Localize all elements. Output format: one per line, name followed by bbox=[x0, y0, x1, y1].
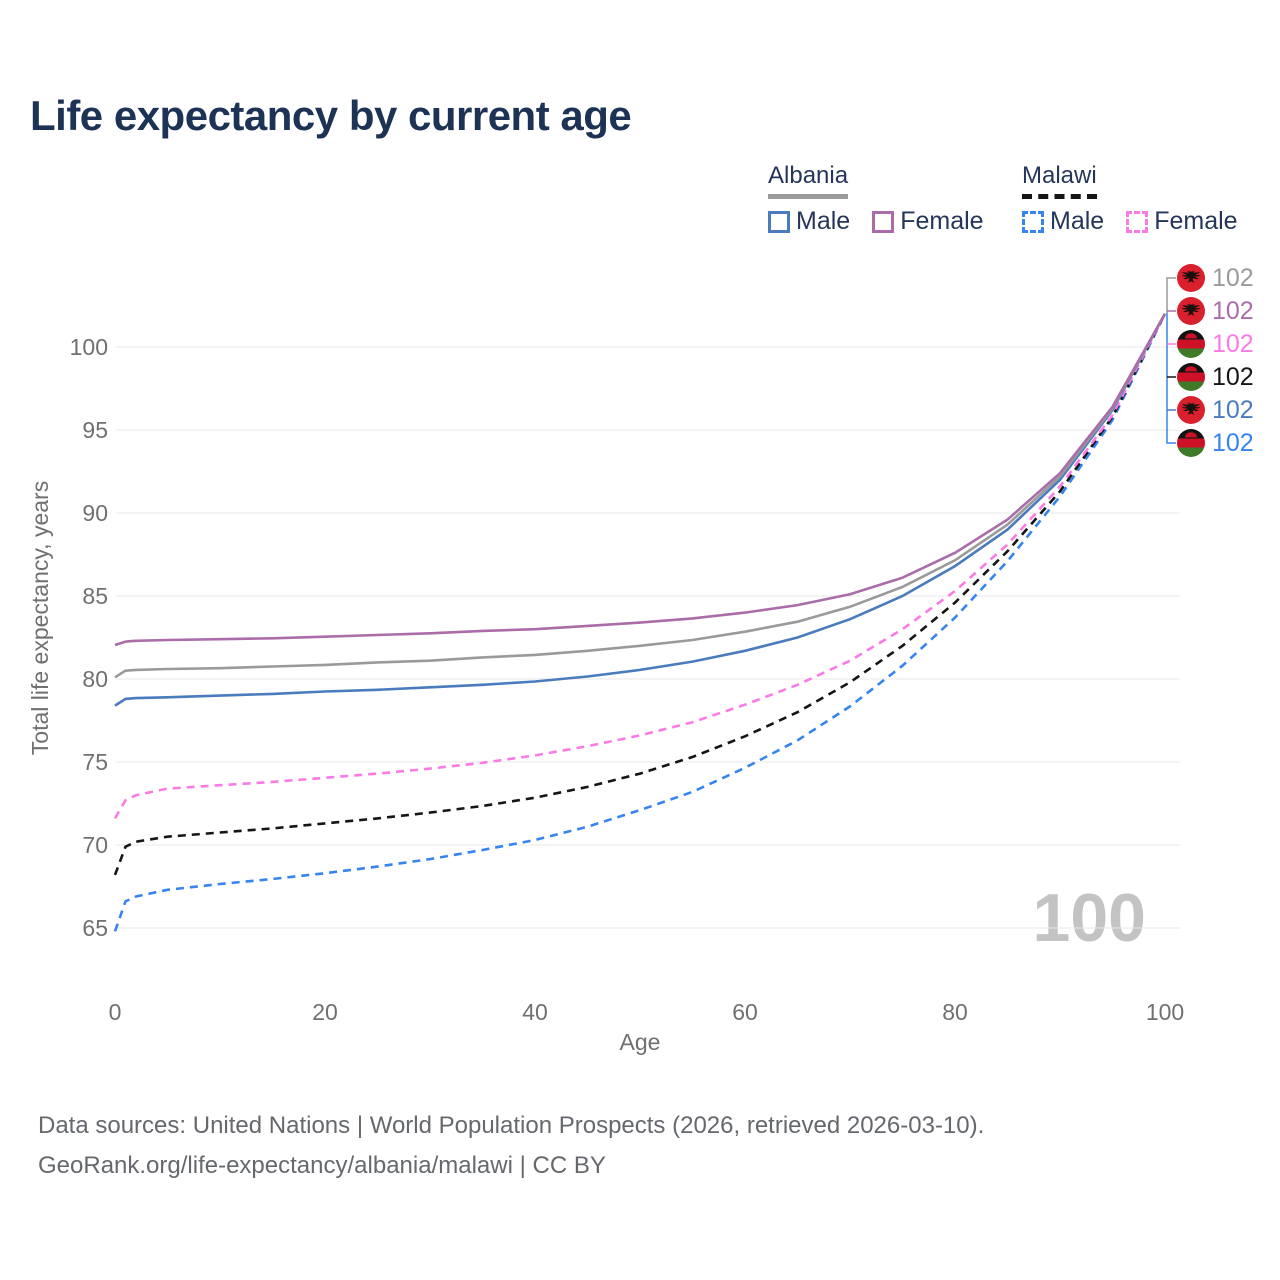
legend-items-albania: Male Female bbox=[768, 207, 984, 236]
legend-group-albania: Albania Male Female bbox=[768, 162, 984, 236]
end-label-value: 102 bbox=[1212, 395, 1254, 424]
legend-label: Male bbox=[1050, 207, 1105, 235]
series-line-albania-male bbox=[114, 313, 1167, 707]
x-tick-label: 100 bbox=[1146, 999, 1184, 1025]
series-end-label: 102 bbox=[1177, 429, 1254, 457]
y-tick-label: 90 bbox=[82, 500, 108, 526]
y-tick-label: 95 bbox=[82, 417, 108, 443]
x-tick-label: 80 bbox=[942, 999, 968, 1025]
y-tick-label: 100 bbox=[70, 334, 108, 360]
x-tick-label: 20 bbox=[312, 999, 338, 1025]
albania-eagle-icon bbox=[1181, 270, 1201, 283]
age-watermark: 100 bbox=[1033, 880, 1146, 956]
legend-item-malawi-male[interactable]: Male bbox=[1022, 207, 1104, 236]
source-url-line: GeoRank.org/life-expectancy/albania/mala… bbox=[38, 1152, 606, 1179]
y-tick-label: 80 bbox=[82, 666, 108, 692]
page-title: Life expectancy by current age bbox=[30, 92, 632, 139]
malawi-flag-icon bbox=[1177, 429, 1205, 457]
malawi-flag-icon bbox=[1177, 363, 1205, 391]
malawi-female-swatch-icon bbox=[1126, 210, 1149, 233]
malawi-flag-icon bbox=[1177, 330, 1205, 358]
x-axis-title: Age bbox=[620, 1029, 661, 1055]
x-tick-label: 0 bbox=[109, 999, 122, 1025]
legend-label: Female bbox=[900, 207, 984, 235]
legend-country-albania: Albania bbox=[768, 162, 849, 199]
y-tick-label: 85 bbox=[82, 583, 108, 609]
series-end-label: 102 bbox=[1177, 264, 1254, 292]
albania-female-swatch-icon bbox=[872, 210, 895, 233]
legend-item-albania-female[interactable]: Female bbox=[872, 207, 984, 236]
legend-country-malawi: Malawi bbox=[1022, 162, 1097, 199]
series-end-labels: 102 102 102 102 102 102 bbox=[1177, 264, 1254, 457]
albania-eagle-icon bbox=[1181, 402, 1201, 415]
data-sources-line: Data sources: United Nations | World Pop… bbox=[38, 1112, 985, 1139]
legend-label: Male bbox=[796, 207, 851, 235]
series-line-albania-female bbox=[114, 313, 1167, 647]
y-axis-title: Total life expectancy, years bbox=[27, 481, 53, 755]
malawi-male-swatch-icon bbox=[1022, 210, 1044, 233]
albania-flag-icon bbox=[1177, 396, 1205, 424]
series-end-label: 102 bbox=[1177, 330, 1254, 358]
series-end-label: 102 bbox=[1177, 297, 1254, 325]
end-label-value: 102 bbox=[1212, 428, 1254, 457]
leader-line bbox=[1166, 313, 1176, 444]
series-end-label: 102 bbox=[1177, 363, 1254, 391]
series-line-malawi-male bbox=[113, 313, 1167, 932]
legend-label: Female bbox=[1154, 207, 1238, 235]
end-label-value: 102 bbox=[1212, 263, 1254, 292]
y-tick-label: 70 bbox=[82, 832, 108, 858]
series-line-malawi-female bbox=[113, 313, 1167, 820]
x-tick-label: 40 bbox=[522, 999, 548, 1025]
end-label-value: 102 bbox=[1212, 362, 1254, 391]
albania-flag-icon bbox=[1177, 264, 1205, 292]
x-tick-label: 60 bbox=[732, 999, 758, 1025]
leader-line bbox=[1166, 277, 1176, 313]
legend-item-albania-male[interactable]: Male bbox=[768, 207, 850, 236]
legend-group-malawi: Malawi Male Female bbox=[1022, 162, 1238, 236]
end-label-value: 102 bbox=[1212, 296, 1254, 325]
y-tick-label: 75 bbox=[82, 749, 108, 775]
chart-footer: Data sources: United Nations | World Pop… bbox=[38, 1106, 984, 1186]
albania-male-swatch-icon bbox=[768, 210, 790, 233]
series-line-malawi-both bbox=[113, 313, 1167, 876]
albania-flag-icon bbox=[1177, 297, 1205, 325]
series-end-label: 102 bbox=[1177, 396, 1254, 424]
albania-eagle-icon bbox=[1181, 303, 1201, 316]
y-tick-label: 65 bbox=[82, 915, 108, 941]
end-label-value: 102 bbox=[1212, 329, 1254, 358]
series-line-albania-both bbox=[114, 313, 1167, 679]
legend-item-malawi-female[interactable]: Female bbox=[1126, 207, 1238, 236]
chart-legend: Albania Male Female Malawi Male bbox=[0, 162, 1280, 242]
legend-items-malawi: Male Female bbox=[1022, 207, 1238, 236]
